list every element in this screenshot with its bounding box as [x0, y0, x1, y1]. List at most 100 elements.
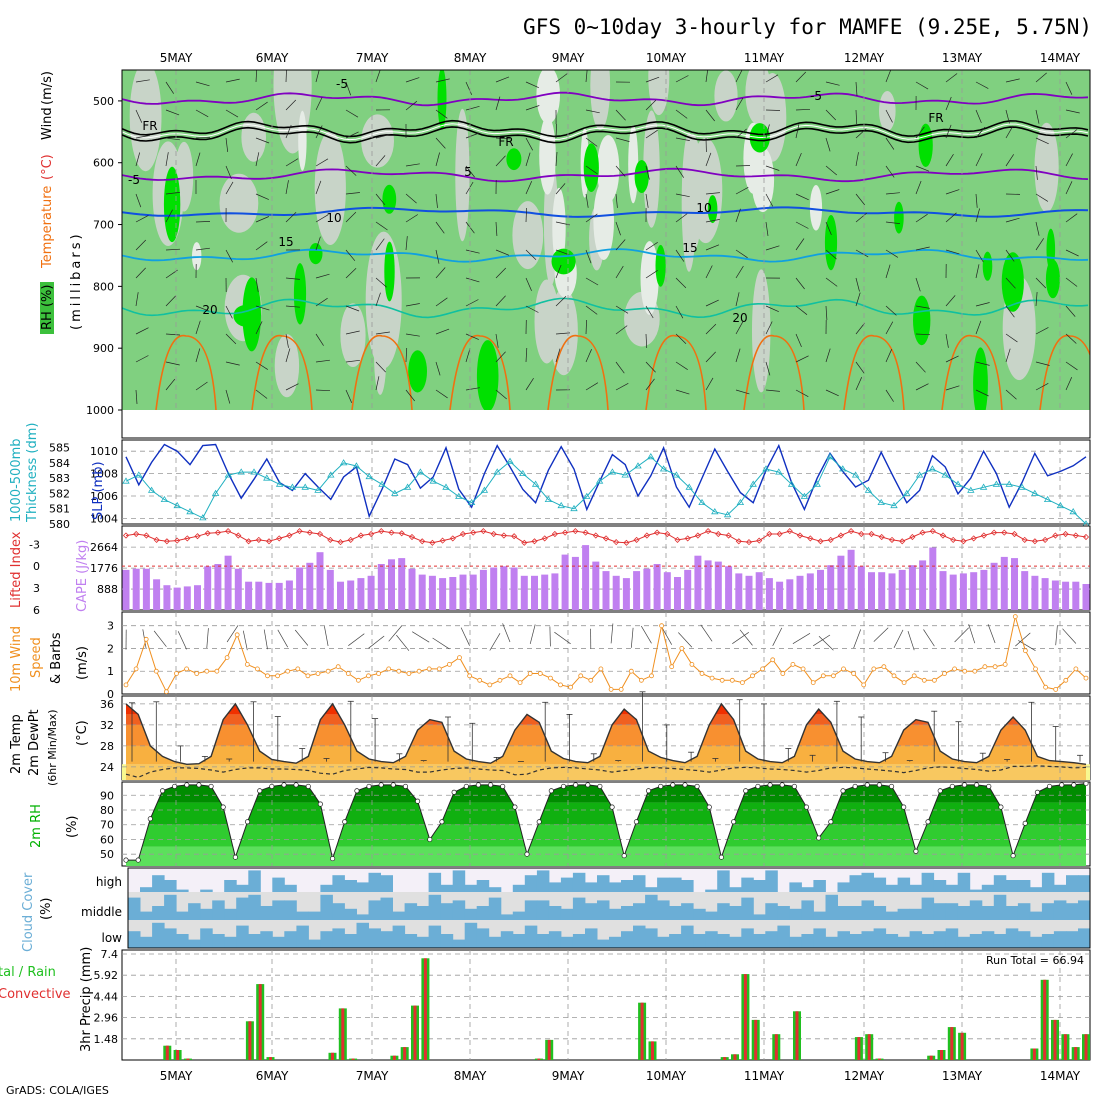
rh-marker-2 [147, 816, 153, 822]
lifted-marker-48 [613, 539, 620, 546]
barb-3-9 [225, 333, 237, 345]
barb-2-10 [195, 348, 201, 363]
barb-11-4 [465, 181, 474, 195]
barb-20-11 [735, 389, 750, 395]
barb-15-6 [585, 249, 592, 264]
wind-marker-62 [750, 673, 755, 679]
wind-marker-41 [537, 671, 543, 676]
wind-marker-15 [275, 673, 281, 679]
barb-20-2 [735, 128, 747, 139]
barb-31-3 [1065, 153, 1073, 167]
barb-30-1 [1035, 109, 1040, 124]
wind-marker-74 [871, 666, 877, 672]
cloud-low-67 [933, 931, 947, 948]
barb-29-7 [1005, 277, 1016, 289]
barb10m-84 [968, 624, 976, 644]
barb-19-9 [705, 323, 717, 335]
lifted-marker-51 [643, 532, 650, 539]
rh-marker-36 [560, 783, 567, 789]
lifted-marker-6 [184, 535, 191, 542]
rh-saturated-blob-22 [655, 244, 666, 287]
thickness-marker-40 [634, 462, 642, 469]
lifted-marker-26 [388, 529, 395, 536]
contour-25-day-3 [449, 334, 511, 410]
cape-bar-28 [408, 568, 416, 610]
barb-31-9 [1065, 333, 1077, 344]
cape-bar-29 [418, 574, 426, 610]
barb-16-11 [615, 382, 629, 391]
bottom-x-tick-13MAY: 13MAY [942, 1069, 983, 1083]
barb-29-6 [1005, 249, 1015, 262]
thickness-marker-42 [659, 465, 668, 472]
cape-bar-1 [132, 568, 140, 610]
rh-marker-23 [402, 783, 409, 789]
rh-marker-63 [889, 783, 895, 789]
wind-marker-5 [174, 671, 179, 676]
rh-tick-90: 90 [100, 789, 114, 802]
cloud-high-50 [729, 887, 742, 892]
thickness-marker-30 [506, 457, 514, 464]
rh-marker-61 [864, 782, 870, 788]
cloud-low-27 [452, 939, 466, 948]
cloud-low-19 [356, 922, 369, 948]
barb-21-3 [765, 165, 780, 171]
cloud-low-55 [789, 936, 802, 948]
barb-24-11 [855, 377, 863, 391]
rh-marker-33 [524, 851, 530, 857]
cloud-low-73 [1005, 928, 1019, 948]
thickness-marker-44 [685, 483, 693, 490]
barb-29-9 [1005, 333, 1018, 343]
barb-12-8 [495, 295, 506, 307]
lifted-marker-81 [950, 536, 957, 543]
cloud-high-19 [356, 882, 369, 892]
rh-dry-blob-23 [681, 132, 697, 272]
lifted-marker-18 [306, 529, 313, 536]
wind-marker-23 [355, 677, 361, 683]
barb-17-4 [645, 193, 649, 208]
barb-10-4 [435, 193, 438, 208]
barb-3-3 [225, 165, 232, 180]
barb-19-4 [705, 192, 720, 195]
barb-6-1 [315, 97, 323, 111]
cloud-low-79 [1078, 928, 1091, 948]
cloud-low-26 [440, 934, 454, 948]
thickness-marker-5 [186, 508, 194, 515]
barb-6-8 [315, 297, 328, 307]
precip-conv-bar-5 [176, 1050, 180, 1060]
wind-marker-85 [982, 664, 988, 670]
barb10m-66 [792, 633, 811, 644]
cloud-low-17 [332, 928, 345, 948]
cloud-low-30 [488, 936, 502, 948]
barb-20-8 [735, 292, 740, 307]
thickness-marker-64 [941, 471, 949, 478]
barb-6-4 [315, 180, 322, 195]
lifted-marker-54 [674, 536, 681, 543]
rh-dry-blob-21 [314, 131, 346, 246]
lifted-marker-82 [960, 538, 967, 545]
barb10m-82 [954, 627, 969, 643]
rh-axis-label: RH (%) [40, 285, 55, 330]
barb-24-3 [855, 152, 859, 167]
rh-marker-17 [330, 856, 336, 862]
lifted-cape-panel: -3 0 3 6 888 1776 2664 Lifted Index CAPE (J/kg… [9, 525, 1091, 617]
barb-4-11 [255, 389, 268, 399]
contour-label-7: 10 [696, 201, 711, 215]
barb10m-52 [640, 625, 652, 644]
cloud-low-23 [404, 934, 418, 948]
cloud-middle-79 [1078, 900, 1091, 920]
rh-marker-35 [548, 788, 554, 794]
cloud-low-42 [633, 925, 646, 948]
cape-bars [122, 545, 1090, 610]
barb-23-2 [825, 137, 831, 152]
barb-25-2 [885, 137, 895, 150]
precip-conv-bar-41 [547, 1039, 551, 1060]
barb-25-9 [885, 321, 894, 335]
top-x-tick-7MAY: 7MAY [356, 51, 389, 65]
barb-8-10 [375, 361, 386, 373]
wind-marker-51 [639, 677, 644, 683]
contour-label-0: -5 [336, 77, 348, 91]
barb-12-10 [495, 351, 506, 363]
cloud-high-63 [885, 884, 899, 892]
cloud-middle-43 [645, 894, 658, 920]
